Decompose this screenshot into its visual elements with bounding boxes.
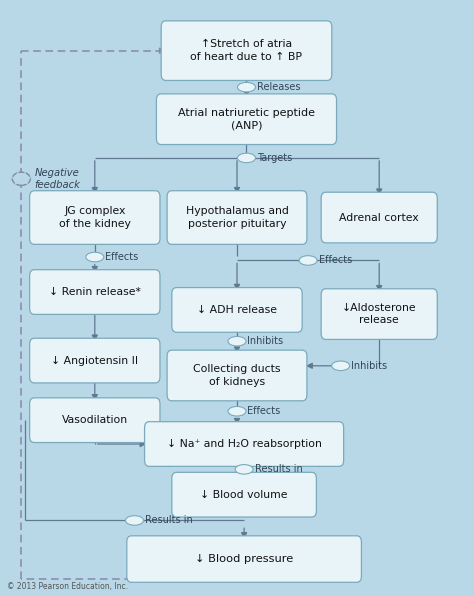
Text: Inhibits: Inhibits [351,361,387,371]
Text: ↓ ADH release: ↓ ADH release [197,305,277,315]
Text: JG complex
of the kidney: JG complex of the kidney [59,206,131,229]
Text: Vasodilation: Vasodilation [62,415,128,425]
Text: ↓ Renin release*: ↓ Renin release* [49,287,141,297]
FancyBboxPatch shape [30,191,160,244]
Text: Inhibits: Inhibits [247,336,283,346]
FancyBboxPatch shape [145,422,344,466]
Text: Effects: Effects [247,406,281,416]
Ellipse shape [12,172,30,185]
Text: Results in: Results in [145,516,192,526]
Text: Releases: Releases [257,82,301,92]
Text: ↑Stretch of atria
of heart due to ↑ BP: ↑Stretch of atria of heart due to ↑ BP [191,39,302,62]
FancyBboxPatch shape [172,472,316,517]
FancyBboxPatch shape [161,21,332,80]
Ellipse shape [228,336,246,346]
FancyBboxPatch shape [127,536,361,582]
Ellipse shape [299,256,317,265]
Text: ↓Aldosterone
release: ↓Aldosterone release [342,303,417,325]
Text: Hypothalamus and
posterior pituitary: Hypothalamus and posterior pituitary [185,206,289,229]
Text: Atrial natriuretic peptide
(ANP): Atrial natriuretic peptide (ANP) [178,108,315,131]
FancyBboxPatch shape [30,339,160,383]
Text: ↓ Angiotensin II: ↓ Angiotensin II [51,356,138,365]
FancyBboxPatch shape [30,398,160,442]
Text: Results in: Results in [255,464,302,474]
FancyBboxPatch shape [167,191,307,244]
FancyBboxPatch shape [167,350,307,401]
Ellipse shape [126,516,144,525]
Ellipse shape [235,465,253,474]
Text: Effects: Effects [105,252,138,262]
Text: ↓ Na⁺ and H₂O reabsorption: ↓ Na⁺ and H₂O reabsorption [167,439,321,449]
FancyBboxPatch shape [321,192,437,243]
Ellipse shape [228,406,246,416]
FancyBboxPatch shape [172,288,302,333]
Ellipse shape [332,361,350,371]
Text: ↓ Blood pressure: ↓ Blood pressure [195,554,293,564]
Text: Collecting ducts
of kidneys: Collecting ducts of kidneys [193,364,281,387]
Text: Adrenal cortex: Adrenal cortex [339,213,419,222]
Text: © 2013 Pearson Education, Inc.: © 2013 Pearson Education, Inc. [7,582,128,591]
Ellipse shape [12,172,30,185]
Ellipse shape [237,82,255,92]
Text: Negative
feedback: Negative feedback [35,167,81,190]
Ellipse shape [237,153,255,163]
FancyBboxPatch shape [321,289,437,340]
FancyBboxPatch shape [30,269,160,315]
FancyBboxPatch shape [156,94,337,144]
Text: Effects: Effects [319,256,352,265]
Text: ↓ Blood volume: ↓ Blood volume [201,490,288,499]
Ellipse shape [86,252,104,262]
Text: Targets: Targets [257,153,292,163]
